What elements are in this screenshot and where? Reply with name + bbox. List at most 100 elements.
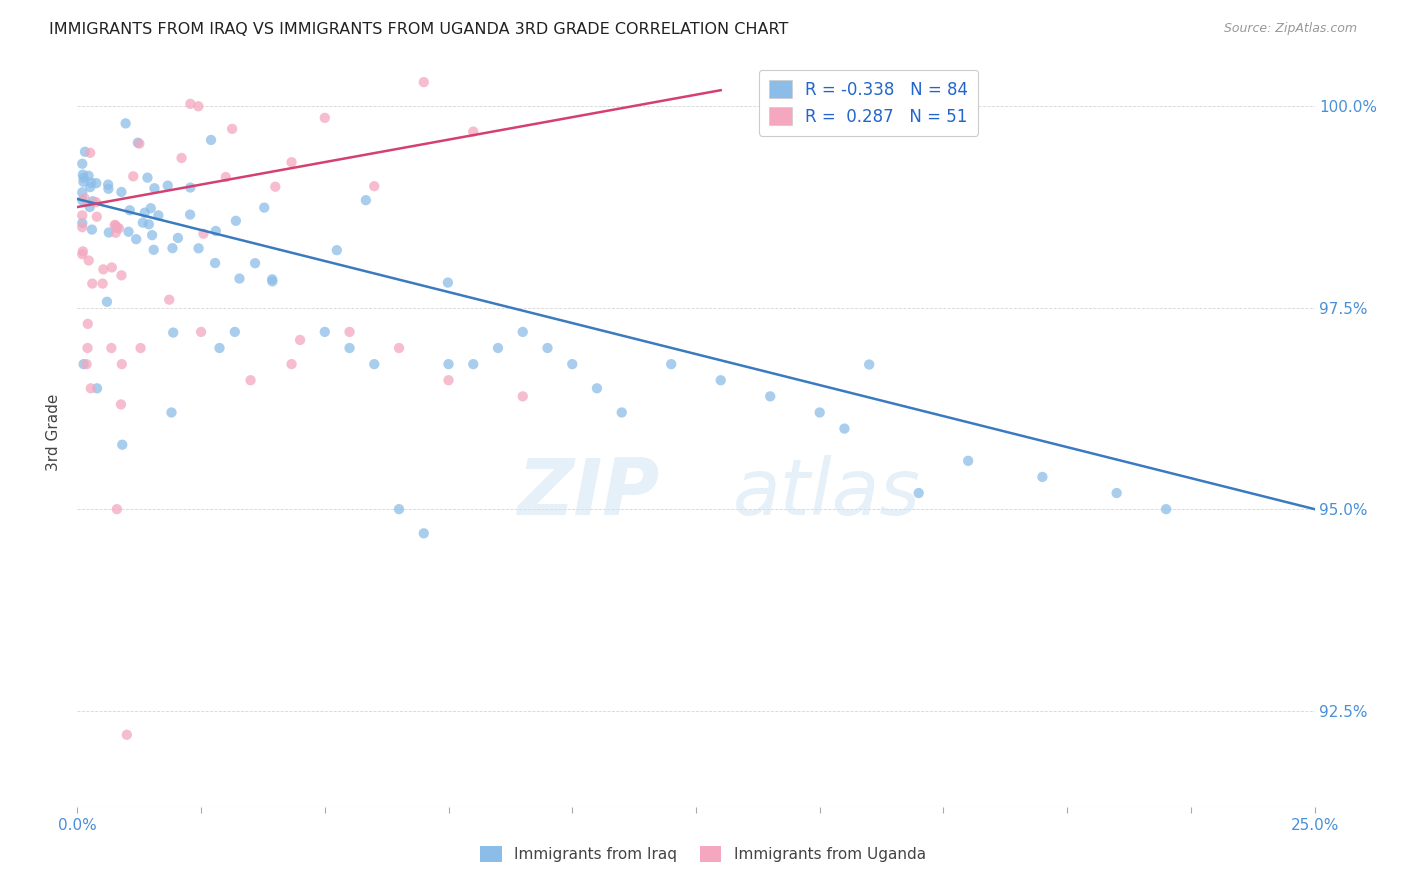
Point <box>957 454 980 468</box>
Point <box>72 216 94 230</box>
Point <box>129 341 152 355</box>
Point <box>225 214 247 228</box>
Point <box>339 325 361 339</box>
Point <box>73 145 96 159</box>
Point <box>710 373 733 387</box>
Point <box>288 333 311 347</box>
Point <box>100 341 122 355</box>
Point <box>314 325 336 339</box>
Point <box>97 178 120 192</box>
Point <box>139 201 162 215</box>
Point <box>610 405 633 419</box>
Point <box>105 502 128 516</box>
Point <box>117 225 139 239</box>
Point <box>363 179 385 194</box>
Point <box>224 325 246 339</box>
Point <box>412 75 434 89</box>
Point <box>77 253 100 268</box>
Point <box>82 277 104 291</box>
Point <box>200 133 222 147</box>
Point <box>108 221 131 235</box>
Point <box>280 357 302 371</box>
Point <box>72 168 94 182</box>
Point <box>127 136 149 150</box>
Point <box>179 208 201 222</box>
Point <box>759 389 782 403</box>
Point <box>280 155 302 169</box>
Point <box>141 228 163 243</box>
Y-axis label: 3rd Grade: 3rd Grade <box>46 394 62 471</box>
Point <box>834 421 856 435</box>
Point <box>111 357 134 371</box>
Point <box>190 325 212 339</box>
Text: atlas: atlas <box>733 455 921 531</box>
Point <box>110 397 132 411</box>
Point <box>97 182 120 196</box>
Point <box>167 231 190 245</box>
Point <box>512 389 534 403</box>
Point <box>1154 502 1177 516</box>
Point <box>437 357 460 371</box>
Text: Source: ZipAtlas.com: Source: ZipAtlas.com <box>1223 22 1357 36</box>
Point <box>170 151 193 165</box>
Point <box>122 169 145 184</box>
Point <box>215 169 238 184</box>
Point <box>114 116 136 130</box>
Point <box>115 728 138 742</box>
Point <box>76 317 98 331</box>
Text: ZIP: ZIP <box>516 455 659 531</box>
Point <box>388 341 411 355</box>
Point <box>363 357 385 371</box>
Text: IMMIGRANTS FROM IRAQ VS IMMIGRANTS FROM UGANDA 3RD GRADE CORRELATION CHART: IMMIGRANTS FROM IRAQ VS IMMIGRANTS FROM … <box>49 22 789 37</box>
Point <box>262 272 284 286</box>
Point <box>72 175 94 189</box>
Point <box>326 243 349 257</box>
Point <box>179 180 201 194</box>
Point <box>91 277 114 291</box>
Legend: Immigrants from Iraq, Immigrants from Uganda: Immigrants from Iraq, Immigrants from Ug… <box>474 840 932 868</box>
Point <box>253 201 276 215</box>
Point <box>160 405 183 419</box>
Point <box>228 271 250 285</box>
Point <box>79 180 101 194</box>
Point <box>1105 486 1128 500</box>
Point <box>104 219 127 233</box>
Point <box>1031 470 1053 484</box>
Point <box>463 357 485 371</box>
Point <box>388 502 411 516</box>
Point <box>239 373 262 387</box>
Point <box>125 232 148 246</box>
Point <box>136 170 159 185</box>
Point <box>486 341 509 355</box>
Point <box>80 176 103 190</box>
Point <box>808 405 831 419</box>
Point <box>128 136 150 151</box>
Point <box>80 222 103 236</box>
Point <box>561 357 583 371</box>
Point <box>204 224 226 238</box>
Point <box>73 191 96 205</box>
Point <box>858 358 880 372</box>
Point <box>72 170 94 185</box>
Point <box>72 357 94 371</box>
Point <box>76 357 98 371</box>
Point <box>354 193 377 207</box>
Point <box>72 208 94 222</box>
Point <box>110 268 132 283</box>
Point <box>72 247 94 261</box>
Point <box>264 179 287 194</box>
Point <box>132 216 155 230</box>
Point <box>97 226 120 240</box>
Point <box>148 209 170 223</box>
Point <box>157 293 180 307</box>
Point <box>314 111 336 125</box>
Point <box>72 220 94 235</box>
Point <box>143 181 166 195</box>
Point <box>72 244 94 259</box>
Point <box>111 438 134 452</box>
Point <box>412 526 434 541</box>
Point <box>536 341 558 355</box>
Point <box>162 241 184 255</box>
Point <box>221 121 243 136</box>
Point <box>80 381 103 395</box>
